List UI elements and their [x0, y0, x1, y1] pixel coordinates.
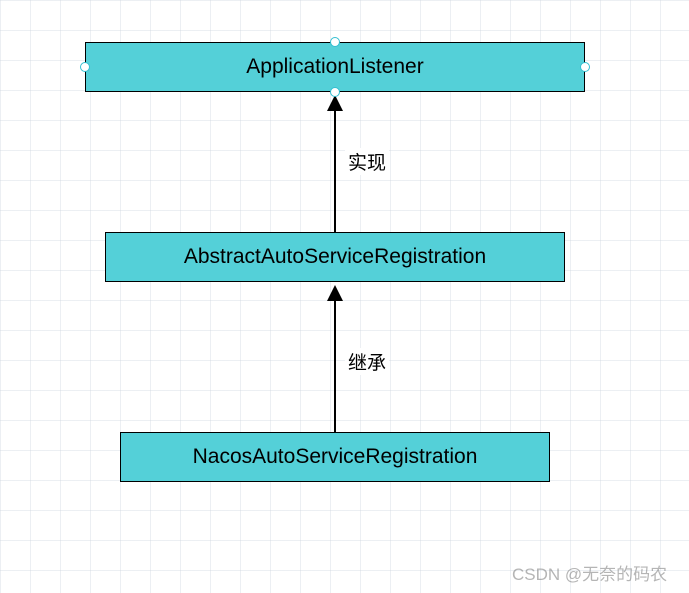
- selection-handle-right[interactable]: [580, 62, 590, 72]
- node-application-listener[interactable]: ApplicationListener: [85, 42, 585, 92]
- watermark: CSDN @无奈的码农: [512, 560, 667, 585]
- node-nacos-auto-service-registration[interactable]: NacosAutoServiceRegistration: [120, 432, 550, 482]
- selection-handle-left[interactable]: [80, 62, 90, 72]
- selection-handle-top[interactable]: [330, 37, 340, 47]
- node-label: ApplicationListener: [246, 55, 423, 79]
- edge-label-implements: 实现: [345, 148, 389, 175]
- edge-label-extends: 继承: [345, 348, 389, 375]
- node-label: AbstractAutoServiceRegistration: [184, 245, 486, 269]
- node-label: NacosAutoServiceRegistration: [193, 445, 478, 469]
- selection-handle-bottom[interactable]: [330, 87, 340, 97]
- node-abstract-auto-service-registration[interactable]: AbstractAutoServiceRegistration: [105, 232, 565, 282]
